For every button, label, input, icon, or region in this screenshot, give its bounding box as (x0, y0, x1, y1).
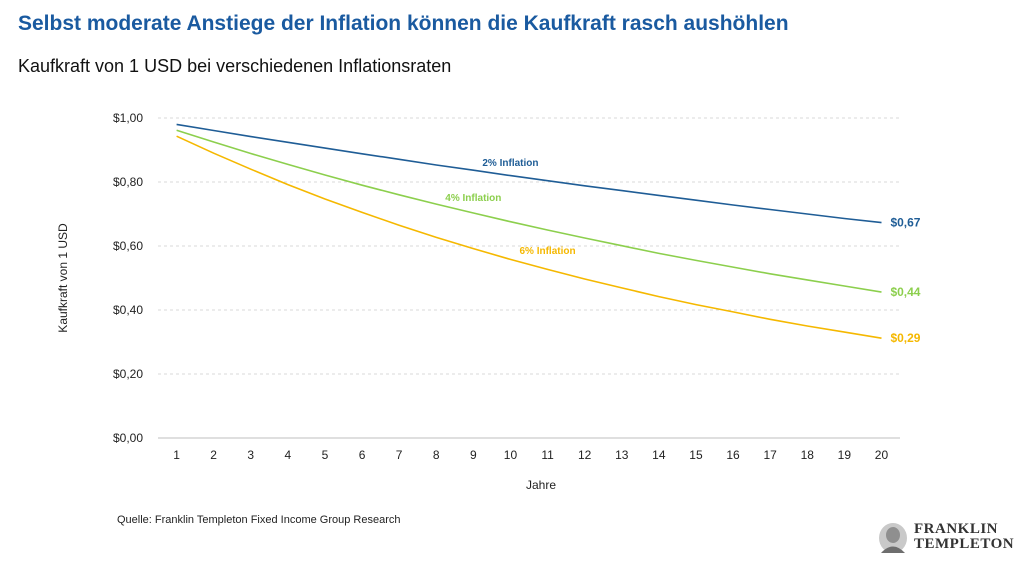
x-tick-label: 15 (689, 448, 703, 462)
x-tick-label: 3 (247, 448, 254, 462)
source-note: Quelle: Franklin Templeton Fixed Income … (117, 514, 401, 526)
x-tick-label: 4 (285, 448, 292, 462)
y-axis-title: Kaufkraft von 1 USD (56, 223, 70, 333)
x-axis-title: Jahre (526, 478, 556, 492)
series-line-2 (176, 129, 882, 293)
x-tick-label: 18 (801, 448, 815, 462)
series-labels: 2% Inflation $0,67 4% Inflation $0,44 6% Inf… (445, 158, 921, 345)
x-tick-label: 5 (322, 448, 329, 462)
end-value-label: $0,29 (890, 331, 920, 345)
x-tick-label: 7 (396, 448, 403, 462)
franklin-templeton-logo: FRANKLIN TEMPLETON (876, 522, 1016, 554)
x-tick-label: 11 (541, 448, 554, 462)
series-label: 2% Inflation (482, 158, 538, 169)
x-tick-label: 2 (210, 448, 217, 462)
x-tick-label: 19 (838, 448, 852, 462)
x-tick-label: 14 (652, 448, 666, 462)
x-tick-label: 17 (763, 448, 777, 462)
end-value-label: $0,67 (890, 216, 920, 230)
x-tick-label: 10 (504, 448, 518, 462)
x-tick-label: 8 (433, 448, 440, 462)
chart-title: Kaufkraft von 1 USD bei verschiedenen In… (18, 56, 452, 76)
x-tick-label: 13 (615, 448, 629, 462)
x-tick-label: 1 (173, 448, 180, 462)
series-label: 6% Inflation (519, 246, 575, 257)
x-tick-label: 9 (470, 448, 477, 462)
logo-line-1: FRANKLIN (914, 521, 999, 537)
y-tick-label: $1,00 (113, 111, 143, 125)
y-tick-label: $0,00 (113, 431, 143, 445)
x-tick-label: 16 (726, 448, 740, 462)
franklin-portrait-icon (879, 523, 907, 553)
gridlines (158, 117, 900, 375)
series-line-1 (176, 123, 882, 224)
series-label: 4% Inflation (445, 193, 501, 204)
x-tick-label: 6 (359, 448, 366, 462)
y-tick-label: $0,40 (113, 303, 143, 317)
series-lines (176, 123, 882, 339)
y-tick-label: $0,20 (113, 367, 143, 381)
end-value-label: $0,44 (890, 285, 920, 299)
series-line-3 (176, 135, 882, 339)
y-tick-label: $0,60 (113, 239, 143, 253)
headline: Selbst moderate Anstiege der Inflation k… (18, 12, 789, 35)
x-tick-label: 20 (875, 448, 889, 462)
y-tick-label: $0,80 (113, 175, 143, 189)
x-tick-label: 12 (578, 448, 592, 462)
y-axis-ticks: $0,00 $0,20 $0,40 $0,60 $0,80 $1,00 (113, 111, 143, 445)
logo-line-2: TEMPLETON (914, 536, 1015, 552)
x-axis-ticks: 1 2 3 4 5 6 7 8 9 10 11 12 13 14 15 16 17 18 19 20 (173, 448, 888, 462)
